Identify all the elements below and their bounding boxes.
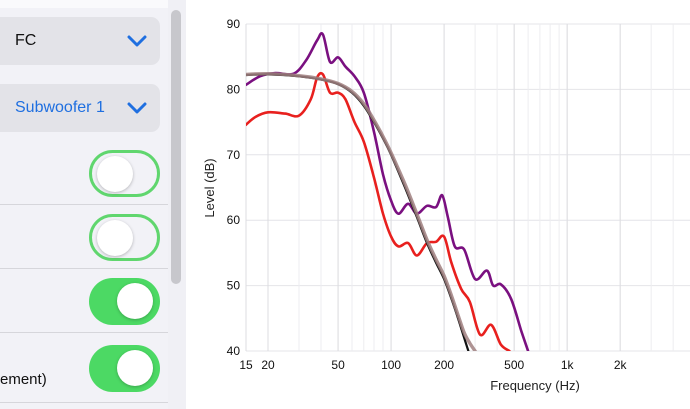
series-line-1 bbox=[246, 31, 530, 351]
toggle-row-3 bbox=[0, 269, 168, 333]
x-tick-label: 100 bbox=[381, 358, 401, 372]
series-line-4 bbox=[246, 71, 477, 351]
series-line-2 bbox=[246, 71, 511, 351]
series-line-3 bbox=[246, 73, 470, 351]
subwoofer-select-value: Subwoofer 1 bbox=[15, 99, 105, 116]
chart-svg: 40 50 60 70 80 90 15 20 50 100 200 500 1k 2k Frequency… bbox=[202, 17, 690, 393]
panel-top-strip bbox=[0, 0, 168, 8]
x-tick-label: 20 bbox=[261, 358, 275, 372]
toggle-knob bbox=[97, 220, 133, 256]
x-axis-label: Frequency (Hz) bbox=[490, 378, 580, 393]
y-tick-label: 80 bbox=[227, 82, 241, 96]
y-tick-label: 70 bbox=[227, 148, 241, 162]
x-tick-label: 200 bbox=[434, 358, 454, 372]
toggle-knob bbox=[117, 283, 153, 319]
toggle-switch-4[interactable] bbox=[89, 345, 160, 392]
settings-panel: FC Subwoofer 1 ement) bbox=[0, 0, 168, 409]
toggle-switch-2[interactable] bbox=[89, 214, 160, 261]
y-tick-label: 60 bbox=[227, 213, 241, 227]
x-tick-label: 500 bbox=[504, 358, 524, 372]
y-tick-label: 40 bbox=[227, 344, 241, 358]
x-tick-label: 1k bbox=[561, 358, 575, 372]
channel-select-value: FC bbox=[15, 32, 37, 49]
toggle-switch-1[interactable] bbox=[89, 150, 160, 197]
toggle-switch-3[interactable] bbox=[89, 278, 160, 325]
chevron-down-icon bbox=[127, 102, 147, 114]
y-tick-label: 50 bbox=[227, 279, 241, 293]
toggle-row-4-label: ement) bbox=[0, 371, 47, 388]
x-tick-label: 15 bbox=[239, 358, 253, 372]
subwoofer-select[interactable]: Subwoofer 1 bbox=[0, 84, 160, 132]
toggle-row-1 bbox=[0, 141, 168, 205]
x-tick-label: 50 bbox=[331, 358, 345, 372]
y-axis-label: Level (dB) bbox=[202, 158, 217, 217]
toggle-row-2 bbox=[0, 205, 168, 269]
toggle-knob bbox=[97, 156, 133, 192]
channel-select[interactable]: FC bbox=[0, 17, 160, 65]
toggle-row-4: ement) bbox=[0, 333, 168, 403]
settings-scrollbar[interactable] bbox=[171, 10, 181, 284]
chevron-down-icon bbox=[127, 35, 147, 47]
toggle-knob bbox=[117, 350, 153, 386]
x-tick-label: 2k bbox=[614, 358, 628, 372]
frequency-response-chart: 40 50 60 70 80 90 15 20 50 100 200 500 1k 2k Frequency… bbox=[186, 0, 690, 409]
y-tick-label: 90 bbox=[227, 17, 241, 31]
